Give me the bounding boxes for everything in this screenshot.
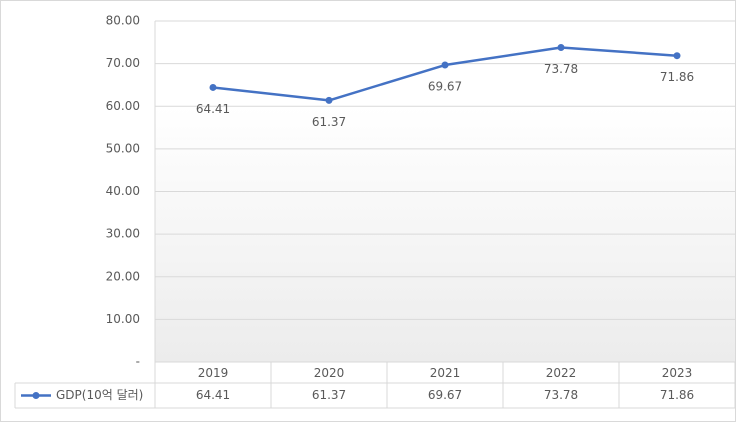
x-tick-label: 2021	[430, 366, 461, 380]
point-marker	[557, 44, 565, 52]
data-label: 73.78	[544, 62, 578, 76]
y-tick-label: 40.00	[106, 184, 140, 198]
y-tick-label: 60.00	[106, 99, 140, 113]
table-value: 71.86	[660, 388, 694, 402]
data-label: 69.67	[428, 80, 462, 94]
point-marker	[673, 52, 681, 60]
data-label: 71.86	[660, 70, 694, 84]
x-tick-label: 2019	[198, 366, 229, 380]
data-label: 64.41	[196, 102, 230, 116]
y-tick-label: 70.00	[106, 56, 140, 70]
table-value: 64.41	[196, 388, 230, 402]
y-tick-label: -	[136, 355, 140, 369]
y-tick-label: 10.00	[106, 312, 140, 326]
legend-label: GDP(10억 달러)	[56, 388, 143, 402]
x-tick-label: 2023	[662, 366, 693, 380]
point-marker	[441, 61, 449, 69]
y-tick-label: 30.00	[106, 227, 140, 241]
table-value: 73.78	[544, 388, 578, 402]
table-value: 69.67	[428, 388, 462, 402]
y-tick-label: 20.00	[106, 269, 140, 283]
data-label: 61.37	[312, 115, 346, 129]
y-tick-label: 80.00	[106, 14, 140, 28]
x-tick-label: 2020	[314, 366, 345, 380]
point-marker	[209, 83, 217, 91]
point-marker	[325, 96, 333, 104]
x-tick-label: 2022	[546, 366, 577, 380]
legend-key-marker	[32, 392, 40, 399]
y-tick-label: 50.00	[106, 141, 140, 155]
table-value: 61.37	[312, 388, 346, 402]
